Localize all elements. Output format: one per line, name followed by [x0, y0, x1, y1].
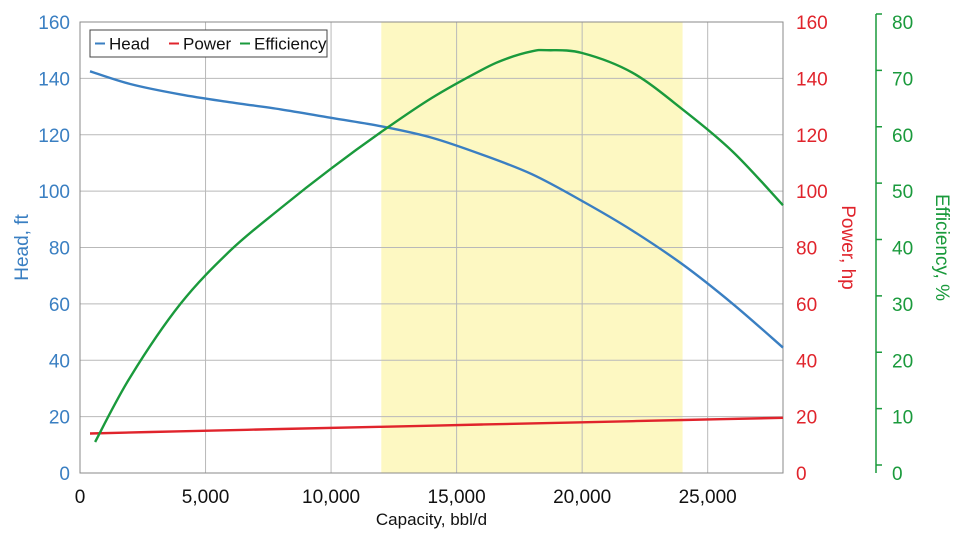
legend-label-head: Head [109, 35, 150, 54]
efficiency-tick-label: 80 [892, 13, 913, 34]
x-tick-label: 0 [75, 487, 86, 508]
head-tick-label: 160 [38, 13, 70, 34]
series-head-line [89, 70, 784, 349]
efficiency-tick-label: 50 [892, 182, 913, 203]
head-tick-label: 20 [49, 408, 70, 429]
efficiency-axis-label: Efficiency, % [931, 194, 952, 301]
power-tick-label: 140 [796, 69, 828, 90]
efficiency-tick-label: 40 [892, 239, 913, 260]
x-tick-label: 5,000 [182, 487, 230, 508]
head-axis-label: Head, ft [12, 214, 33, 281]
series-efficiency-line [94, 48, 784, 443]
efficiency-tick-label: 0 [892, 464, 903, 485]
head-tick-label: 60 [49, 295, 70, 316]
power-tick-label: 0 [796, 464, 807, 485]
power-tick-label: 40 [796, 351, 817, 372]
power-tick-label: 60 [796, 295, 817, 316]
x-axis-label: Capacity, bbl/d [376, 510, 487, 529]
power-tick-label: 100 [796, 182, 828, 203]
head-tick-label: 0 [59, 464, 70, 485]
power-tick-label: 160 [796, 13, 828, 34]
head-tick-label: 120 [38, 126, 70, 147]
x-tick-label: 15,000 [428, 487, 486, 508]
head-tick-label: 140 [38, 69, 70, 90]
efficiency-tick-label: 60 [892, 126, 913, 147]
power-tick-label: 20 [796, 408, 817, 429]
head-tick-label: 80 [49, 239, 70, 260]
head-tick-label: 100 [38, 182, 70, 203]
legend-label-power: Power [183, 35, 232, 54]
head-tick-label: 40 [49, 351, 70, 372]
efficiency-tick-label: 10 [892, 408, 913, 429]
legend-box [89, 29, 328, 58]
efficiency-tick-label: 30 [892, 295, 913, 316]
efficiency-tick-label: 70 [892, 69, 913, 90]
x-tick-label: 20,000 [553, 487, 611, 508]
x-tick-label: 25,000 [679, 487, 737, 508]
power-tick-label: 80 [796, 239, 817, 260]
efficiency-tick-label: 20 [892, 351, 913, 372]
power-axis-label: Power, hp [837, 205, 858, 290]
power-tick-label: 120 [796, 126, 828, 147]
plot-frame [79, 21, 784, 474]
legend-label-efficiency: Efficiency [254, 35, 327, 54]
x-tick-label: 10,000 [302, 487, 360, 508]
series-power-line [89, 416, 784, 435]
